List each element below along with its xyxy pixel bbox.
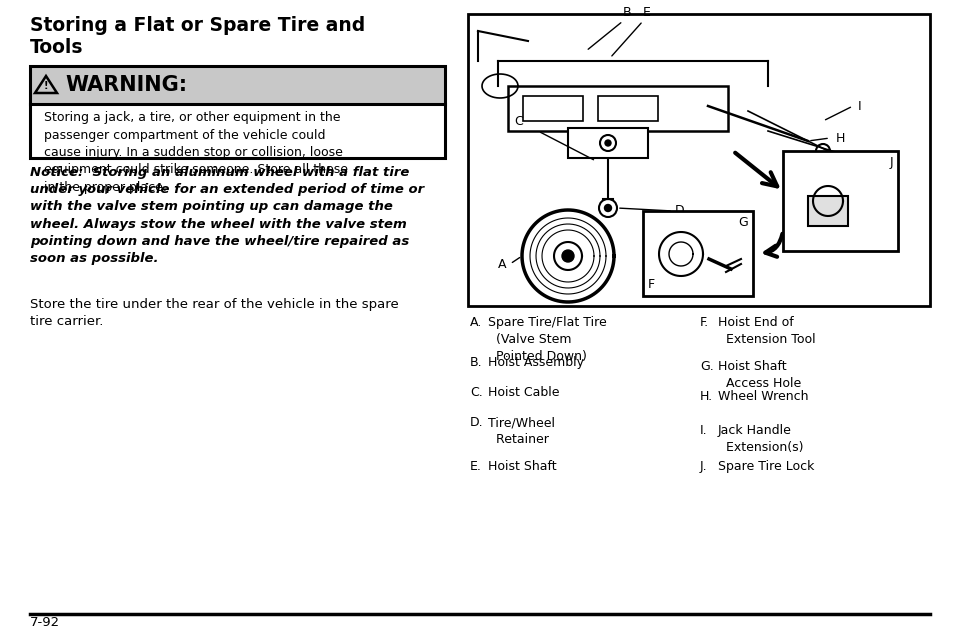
Text: A.: A. xyxy=(470,316,482,329)
Text: Wheel Wrench: Wheel Wrench xyxy=(718,390,807,403)
Text: E.: E. xyxy=(470,460,481,473)
Text: 7-92: 7-92 xyxy=(30,616,60,629)
Text: Hoist Cable: Hoist Cable xyxy=(488,386,558,399)
Text: Store the tire under the rear of the vehicle in the spare
tire carrier.: Store the tire under the rear of the veh… xyxy=(30,298,398,328)
Text: D.: D. xyxy=(470,416,483,429)
Text: Tools: Tools xyxy=(30,38,84,57)
Text: Hoist Assembly: Hoist Assembly xyxy=(488,356,583,369)
Text: Hoist End of
  Extension Tool: Hoist End of Extension Tool xyxy=(718,316,815,346)
Text: F.: F. xyxy=(700,316,708,329)
Text: I: I xyxy=(857,100,861,112)
Bar xyxy=(782,151,897,251)
Text: F: F xyxy=(647,278,655,291)
Text: J: J xyxy=(888,156,892,169)
Text: Notice:  Storing an aluminum wheel with a flat tire
under your vehicle for an ex: Notice: Storing an aluminum wheel with a… xyxy=(30,166,424,265)
Text: C: C xyxy=(514,115,522,128)
Bar xyxy=(807,196,847,226)
Text: G: G xyxy=(738,216,747,229)
Text: D: D xyxy=(675,205,684,218)
Text: Spare Tire/Flat Tire
  (Valve Stem
  Pointed Down): Spare Tire/Flat Tire (Valve Stem Pointed… xyxy=(488,316,606,362)
Text: Storing a jack, a tire, or other equipment in the
passenger compartment of the v: Storing a jack, a tire, or other equipme… xyxy=(44,111,348,194)
Text: I.: I. xyxy=(700,424,707,437)
Bar xyxy=(468,14,929,306)
Bar xyxy=(30,66,444,104)
Bar xyxy=(522,96,582,121)
Text: J.: J. xyxy=(700,460,707,473)
Text: B.: B. xyxy=(470,356,482,369)
Bar xyxy=(30,66,444,158)
Bar xyxy=(567,128,647,158)
FancyArrowPatch shape xyxy=(764,234,781,256)
Text: WARNING:: WARNING: xyxy=(65,75,187,95)
Circle shape xyxy=(604,205,611,212)
Text: Storing a Flat or Spare Tire and: Storing a Flat or Spare Tire and xyxy=(30,16,365,35)
Bar xyxy=(598,96,658,121)
Text: H: H xyxy=(835,131,844,144)
Text: Hoist Shaft
  Access Hole: Hoist Shaft Access Hole xyxy=(718,360,801,390)
Text: A: A xyxy=(497,258,505,271)
Text: C.: C. xyxy=(470,386,482,399)
FancyArrowPatch shape xyxy=(735,152,777,186)
Bar xyxy=(507,86,727,131)
Text: G.: G. xyxy=(700,360,713,373)
Text: Jack Handle
  Extension(s): Jack Handle Extension(s) xyxy=(718,424,802,454)
Text: !: ! xyxy=(44,81,49,91)
Text: H.: H. xyxy=(700,390,713,403)
Text: B: B xyxy=(622,6,631,19)
Bar xyxy=(642,211,752,296)
Text: Tire/Wheel
  Retainer: Tire/Wheel Retainer xyxy=(488,416,555,446)
Circle shape xyxy=(604,140,610,146)
Text: Spare Tire Lock: Spare Tire Lock xyxy=(718,460,814,473)
Text: E: E xyxy=(642,6,650,19)
Text: Hoist Shaft: Hoist Shaft xyxy=(488,460,556,473)
Circle shape xyxy=(561,250,574,262)
